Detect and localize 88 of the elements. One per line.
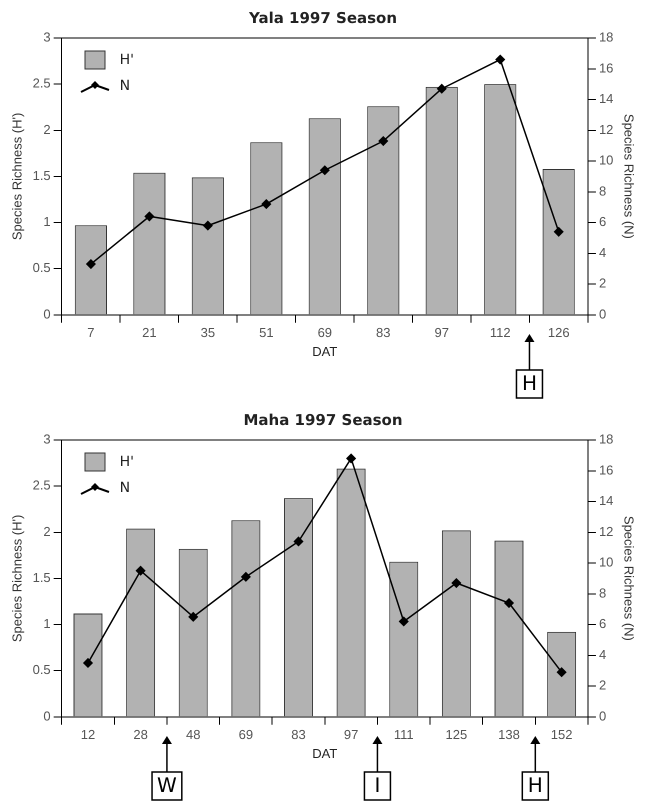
y2-tick-label: 16 [598,60,614,76]
x-tick-label: 83 [376,325,391,340]
y-tick-label: 0.5 [32,662,51,678]
x-tick-label: 35 [200,325,216,340]
point [398,616,408,626]
x-tick-label: 12 [80,727,96,742]
point [346,454,356,464]
legend-label: N [120,77,130,96]
y-tick-label: 0 [43,306,51,322]
y2-axis-title: Species Richness (N) [622,114,637,239]
x-tick-label: 83 [291,727,306,742]
legend-label: N [120,479,130,498]
x-tick-label: 28 [133,727,148,742]
point [495,54,505,64]
y-tick-label: 2 [43,122,51,137]
y2-tick-label: 4 [598,244,606,260]
chart-title: Yala 1997 Season [248,8,398,27]
chart-title: Maha 1997 Season [243,410,403,429]
x-tick-label: 51 [259,325,274,340]
x-tick-label: 97 [434,325,449,340]
y2-tick-label: 4 [598,646,606,662]
point [83,658,93,668]
y-tick-label: 1 [43,616,51,632]
x-tick-label: 125 [446,727,468,742]
y2-tick-label: 6 [598,616,606,632]
y2-tick-label: 16 [598,462,614,478]
x-tick-label: 112 [490,325,511,340]
x-tick-label: 138 [498,727,520,742]
text: W [157,773,178,798]
point [437,84,447,94]
x-axis-title: DAT [312,344,338,359]
y-tick-label: 1.5 [32,168,51,183]
text: H [522,371,537,396]
y2-tick-label: 0 [598,708,606,724]
y2-tick-label: 10 [598,152,614,168]
x-tick-label: 7 [87,325,95,340]
y2-tick-label: 0 [598,306,606,322]
text: I [374,773,380,798]
y2-tick-label: 12 [598,122,614,137]
point [188,612,198,622]
y-tick-label: 3 [43,30,51,45]
y2-tick-label: 14 [598,493,614,508]
x-axis-title: DAT [312,746,338,761]
legend-label: H' [120,51,134,70]
point [556,667,566,677]
x-tick-label: 69 [318,325,332,340]
point [262,199,272,209]
point [378,136,388,146]
x-tick-label: 152 [550,727,572,742]
y-tick-label: 0 [43,708,51,724]
y-tick-label: 2 [43,524,51,539]
y2-tick-label: 8 [598,585,606,600]
x-tick-label: 69 [238,727,254,742]
point [144,212,154,222]
y-axis-title: Species Richness (H') [9,112,24,240]
point [86,259,96,269]
y2-tick-label: 2 [598,678,606,693]
point [241,572,251,582]
y-tick-label: 3 [43,432,51,447]
y2-tick-label: 2 [598,276,606,291]
y2-tick-label: 6 [598,214,606,230]
point [452,578,462,588]
y-tick-label: 1 [43,214,51,230]
point [203,220,213,230]
y-tick-label: 0.5 [32,260,51,276]
y2-tick-label: 18 [598,432,614,447]
y-tick-label: 2.5 [32,478,51,493]
y2-axis-title: Species Richness (N) [622,516,637,641]
x-tick-label: 48 [186,727,200,742]
x-tick-label: 21 [142,325,157,340]
x-tick-label: 126 [548,325,570,340]
point [320,166,330,175]
x-tick-label: 111 [394,727,414,742]
legend-label: H' [120,453,134,472]
point [136,566,146,576]
point [554,227,564,237]
y2-tick-label: 8 [598,183,606,198]
y2-tick-label: 12 [598,524,614,539]
y2-tick-label: 10 [598,554,614,570]
y-tick-label: 1.5 [32,570,51,585]
point [504,598,514,608]
y-axis-title: Species Richness (H') [9,514,24,642]
x-tick-label: 97 [344,727,358,742]
text: H [528,773,543,798]
y2-tick-label: 18 [598,30,614,45]
y-tick-label: 2.5 [32,76,51,91]
y2-tick-label: 14 [598,91,614,106]
point [294,536,304,546]
